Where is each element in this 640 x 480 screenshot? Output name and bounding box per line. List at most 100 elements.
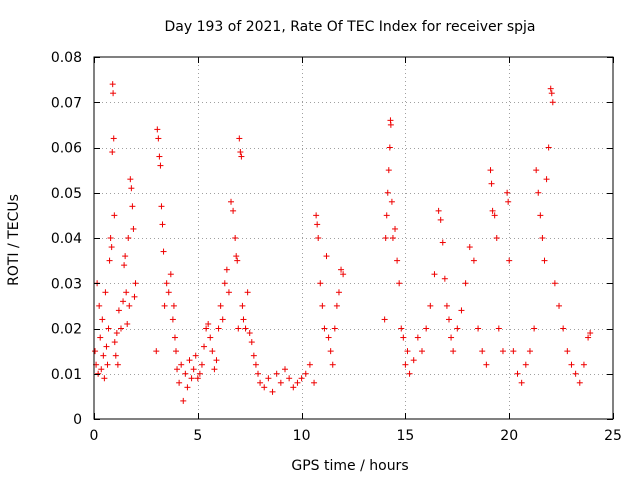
- data-point: [128, 185, 135, 192]
- data-point: [323, 253, 330, 260]
- data-point: [431, 271, 438, 278]
- data-point: [194, 375, 201, 382]
- data-point: [127, 176, 134, 183]
- data-point: [441, 275, 448, 282]
- data-point: [192, 352, 199, 359]
- data-point: [286, 375, 293, 382]
- data-point: [277, 379, 284, 386]
- data-point: [173, 348, 180, 355]
- data-point: [386, 144, 393, 151]
- plot-frame: [93, 56, 614, 420]
- data-point: [475, 325, 482, 332]
- data-point: [238, 153, 245, 160]
- data-point: [207, 334, 214, 341]
- data-point: [333, 302, 340, 309]
- data-point: [109, 149, 116, 156]
- data-point: [154, 126, 161, 133]
- data-point: [314, 221, 321, 228]
- data-point: [572, 370, 579, 377]
- data-point: [257, 379, 264, 386]
- data-point: [506, 257, 513, 264]
- data-point: [156, 153, 163, 160]
- data-point: [158, 203, 165, 210]
- data-point: [209, 348, 216, 355]
- data-point: [335, 289, 342, 296]
- data-point: [198, 361, 205, 368]
- data-point: [114, 361, 121, 368]
- data-point: [294, 379, 301, 386]
- data-point: [236, 135, 243, 142]
- data-points: [92, 81, 594, 404]
- data-point: [96, 302, 103, 309]
- data-point: [110, 90, 117, 97]
- data-point: [265, 375, 272, 382]
- data-point: [234, 257, 241, 264]
- data-point: [239, 302, 246, 309]
- data-point: [450, 348, 457, 355]
- data-point: [394, 257, 401, 264]
- data-point: [240, 316, 247, 323]
- data-point: [290, 384, 297, 391]
- data-point: [522, 361, 529, 368]
- data-point: [111, 212, 118, 219]
- data-point: [551, 280, 558, 287]
- x-tick-label: 10: [293, 428, 311, 444]
- data-point: [317, 280, 324, 287]
- data-point: [470, 257, 477, 264]
- data-point: [131, 293, 138, 300]
- data-point: [402, 361, 409, 368]
- data-point: [215, 325, 222, 332]
- data-point: [230, 207, 237, 214]
- data-point: [331, 325, 338, 332]
- data-point: [580, 361, 587, 368]
- data-point: [186, 357, 193, 364]
- data-point: [112, 352, 119, 359]
- y-tick-labels: 0 0.01 0.02 0.03 0.04 0.05 0.06 0.07 0.08: [51, 50, 82, 428]
- data-point: [392, 225, 399, 232]
- data-point: [122, 253, 129, 260]
- data-point: [338, 266, 345, 273]
- x-tick-label: 5: [193, 428, 202, 444]
- data-point: [587, 330, 594, 337]
- data-point: [281, 366, 288, 373]
- y-tick-label: 0.08: [51, 50, 82, 66]
- data-point: [499, 348, 506, 355]
- data-point: [105, 325, 112, 332]
- data-point: [458, 307, 465, 314]
- data-point: [217, 302, 224, 309]
- data-point: [97, 334, 104, 341]
- data-point: [153, 348, 160, 355]
- data-point: [504, 189, 511, 196]
- data-point: [102, 289, 109, 296]
- data-point: [541, 257, 548, 264]
- data-point: [556, 302, 563, 309]
- data-point: [157, 162, 164, 169]
- data-point: [466, 244, 473, 251]
- data-point: [159, 221, 166, 228]
- data-point: [92, 348, 99, 355]
- data-point: [302, 370, 309, 377]
- data-point: [273, 370, 280, 377]
- data-point: [176, 379, 183, 386]
- data-point: [398, 325, 405, 332]
- data-point: [533, 167, 540, 174]
- data-point: [160, 248, 167, 255]
- data-point: [232, 235, 239, 241]
- data-point: [423, 325, 430, 332]
- data-point: [319, 302, 326, 309]
- data-point: [235, 325, 242, 332]
- data-point: [543, 176, 550, 183]
- data-point: [388, 198, 395, 205]
- data-point: [493, 235, 500, 241]
- data-point: [491, 212, 498, 219]
- data-point: [99, 316, 106, 323]
- data-point: [383, 212, 390, 219]
- data-point: [165, 289, 172, 296]
- data-point: [101, 375, 108, 382]
- data-point: [184, 384, 191, 391]
- data-point: [225, 289, 232, 296]
- data-point: [445, 316, 452, 323]
- data-point: [298, 375, 305, 382]
- x-axis-label: GPS time / hours: [291, 458, 408, 474]
